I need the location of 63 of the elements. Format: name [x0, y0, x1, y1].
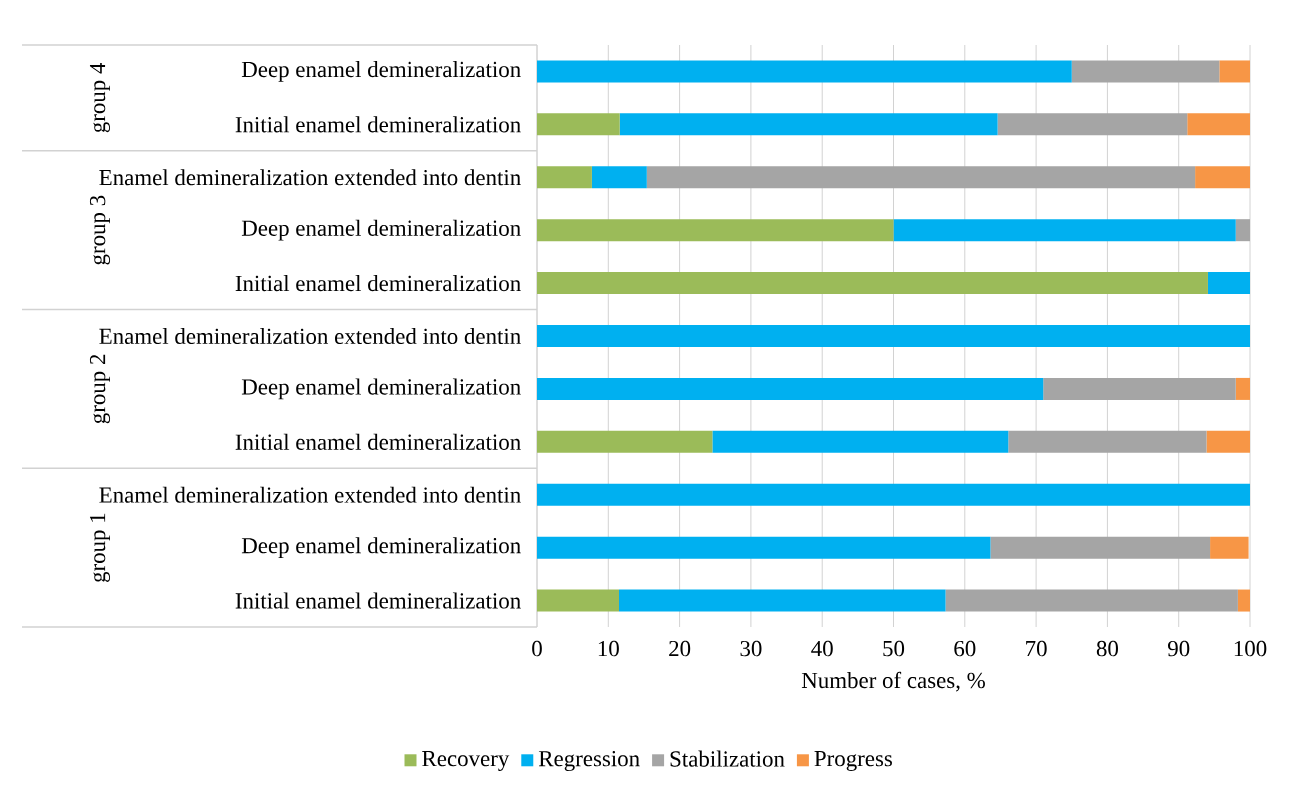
x-tick-label: 70: [1026, 640, 1047, 657]
y-tick-label: Enamel demineralization extended into dentin: [99, 327, 521, 345]
bar: [646, 166, 1196, 189]
bar: [1235, 219, 1251, 242]
y-tick-label: Deep enamel demineralization: [241, 378, 521, 400]
y-tick-label: Deep enamel demineralization: [241, 61, 521, 82]
x-tick-label: 90: [1167, 640, 1190, 657]
bar: [990, 536, 1211, 559]
bar: [712, 430, 1009, 453]
bar: [1187, 113, 1251, 136]
text: group 1: [89, 513, 111, 582]
bar: [537, 430, 713, 453]
x-tick-label: 30: [740, 640, 762, 657]
bar: [537, 377, 1044, 400]
bar: [619, 589, 946, 612]
y-tick-label: Enamel demineralization extended into dentin: [99, 169, 521, 186]
bar: [537, 536, 991, 559]
bar: [537, 219, 894, 242]
bar: [537, 325, 1251, 347]
bar: [1195, 166, 1251, 189]
x-tick-label: 0: [532, 640, 542, 657]
bar: [1237, 589, 1251, 612]
bar: [537, 166, 592, 189]
bar: [1071, 60, 1220, 83]
bar: [537, 483, 1251, 506]
x-tick-label: 40: [811, 640, 833, 657]
text: group 4: [89, 62, 111, 133]
bar: [537, 113, 620, 136]
bar: [1043, 377, 1236, 400]
legend-label: Progress: [814, 751, 892, 772]
bar: [1210, 536, 1249, 559]
bar: [893, 219, 1236, 242]
y-tick-label: Deep enamel demineralization: [241, 537, 521, 559]
text: group 2: [89, 354, 111, 424]
y-tick-label: Initial enamel demineralization: [235, 433, 521, 450]
y-tick-label: Initial enamel demineralization: [235, 592, 521, 609]
bar: [1206, 430, 1251, 453]
y-tick-label: Enamel demineralization extended into dentin: [99, 486, 521, 503]
bar: [1219, 60, 1251, 83]
bar: [537, 589, 619, 612]
bar: [1235, 377, 1251, 400]
x-tick-label: 60: [954, 640, 976, 657]
bar: [1008, 430, 1207, 453]
bar: [619, 113, 998, 136]
x-tick-label: 80: [1096, 640, 1118, 657]
legend-label: Regression: [538, 750, 640, 772]
x-axis-title: Number of cases, %: [801, 671, 985, 692]
bar: [537, 272, 1208, 295]
legend-label: Recovery: [422, 751, 510, 772]
bar: [1207, 272, 1251, 295]
x-tick-label: 50: [883, 640, 905, 657]
x-tick-label: 20: [669, 640, 691, 657]
x-tick-label: 100: [1234, 640, 1267, 657]
bar: [537, 60, 1072, 83]
bar: [591, 166, 647, 189]
y-tick-label: Initial enamel demineralization: [235, 116, 521, 133]
y-tick-label: Deep enamel demineralization: [241, 219, 521, 241]
x-tick-label: 10: [598, 640, 619, 657]
bar: [997, 113, 1188, 136]
bar: [945, 589, 1238, 612]
legend-label: Stabilization: [670, 750, 785, 767]
text: group 3: [89, 195, 111, 265]
y-tick-label: Initial enamel demineralization: [235, 275, 521, 292]
